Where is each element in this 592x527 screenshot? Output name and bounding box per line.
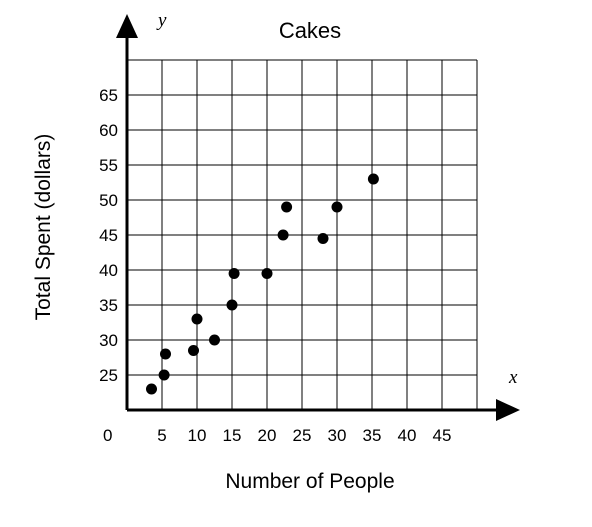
x-axis-title: Number of People xyxy=(225,470,394,493)
data-point xyxy=(191,313,203,325)
data-point xyxy=(331,201,343,213)
y-tick-label: 65 xyxy=(99,86,118,105)
x-tick-label: 10 xyxy=(188,426,207,445)
data-point xyxy=(226,299,238,311)
data-point xyxy=(160,348,171,360)
data-point xyxy=(261,268,273,279)
data-point xyxy=(317,233,329,244)
data-points xyxy=(146,173,379,395)
y-tick-label: 50 xyxy=(99,191,118,210)
data-point xyxy=(209,334,220,346)
y-tick-label: 55 xyxy=(99,156,118,175)
y-axis-title: Total Spent (dollars) xyxy=(32,134,55,321)
x-tick-label: 40 xyxy=(398,426,417,445)
y-tick-label: 25 xyxy=(99,366,118,385)
grid xyxy=(126,59,478,411)
y-tick-label: 45 xyxy=(99,226,118,245)
x-axis-arrow xyxy=(496,399,520,421)
y-axis-variable: y xyxy=(156,10,167,31)
y-tick-label: 40 xyxy=(99,261,118,280)
data-point xyxy=(158,369,170,381)
x-tick-label: 35 xyxy=(363,426,382,445)
x-tick-label: 15 xyxy=(223,426,242,445)
y-tick-label: 35 xyxy=(99,296,118,315)
axes xyxy=(116,14,520,421)
chart-title: Cakes xyxy=(279,18,341,43)
data-point xyxy=(188,345,199,356)
x-tick-label: 30 xyxy=(328,426,347,445)
data-point xyxy=(281,201,293,213)
y-axis-arrow xyxy=(116,14,138,38)
x-axis-variable: x xyxy=(508,367,518,388)
x-tick-label: 45 xyxy=(433,426,452,445)
data-point xyxy=(228,268,240,279)
x-tick-label: 25 xyxy=(293,426,312,445)
x-tick-label: 5 xyxy=(157,426,166,445)
data-point xyxy=(146,383,157,395)
y-tick-label: 60 xyxy=(99,121,118,140)
x-tick-label: 20 xyxy=(258,426,277,445)
data-point xyxy=(367,173,379,185)
origin-label: 0 xyxy=(103,426,112,445)
data-point xyxy=(277,229,289,241)
tick-labels: 5 10 15 20 25 30 35 40 45 25 30 35 40 45 50 55 60 65 xyxy=(99,86,451,445)
y-tick-label: 30 xyxy=(99,331,118,350)
